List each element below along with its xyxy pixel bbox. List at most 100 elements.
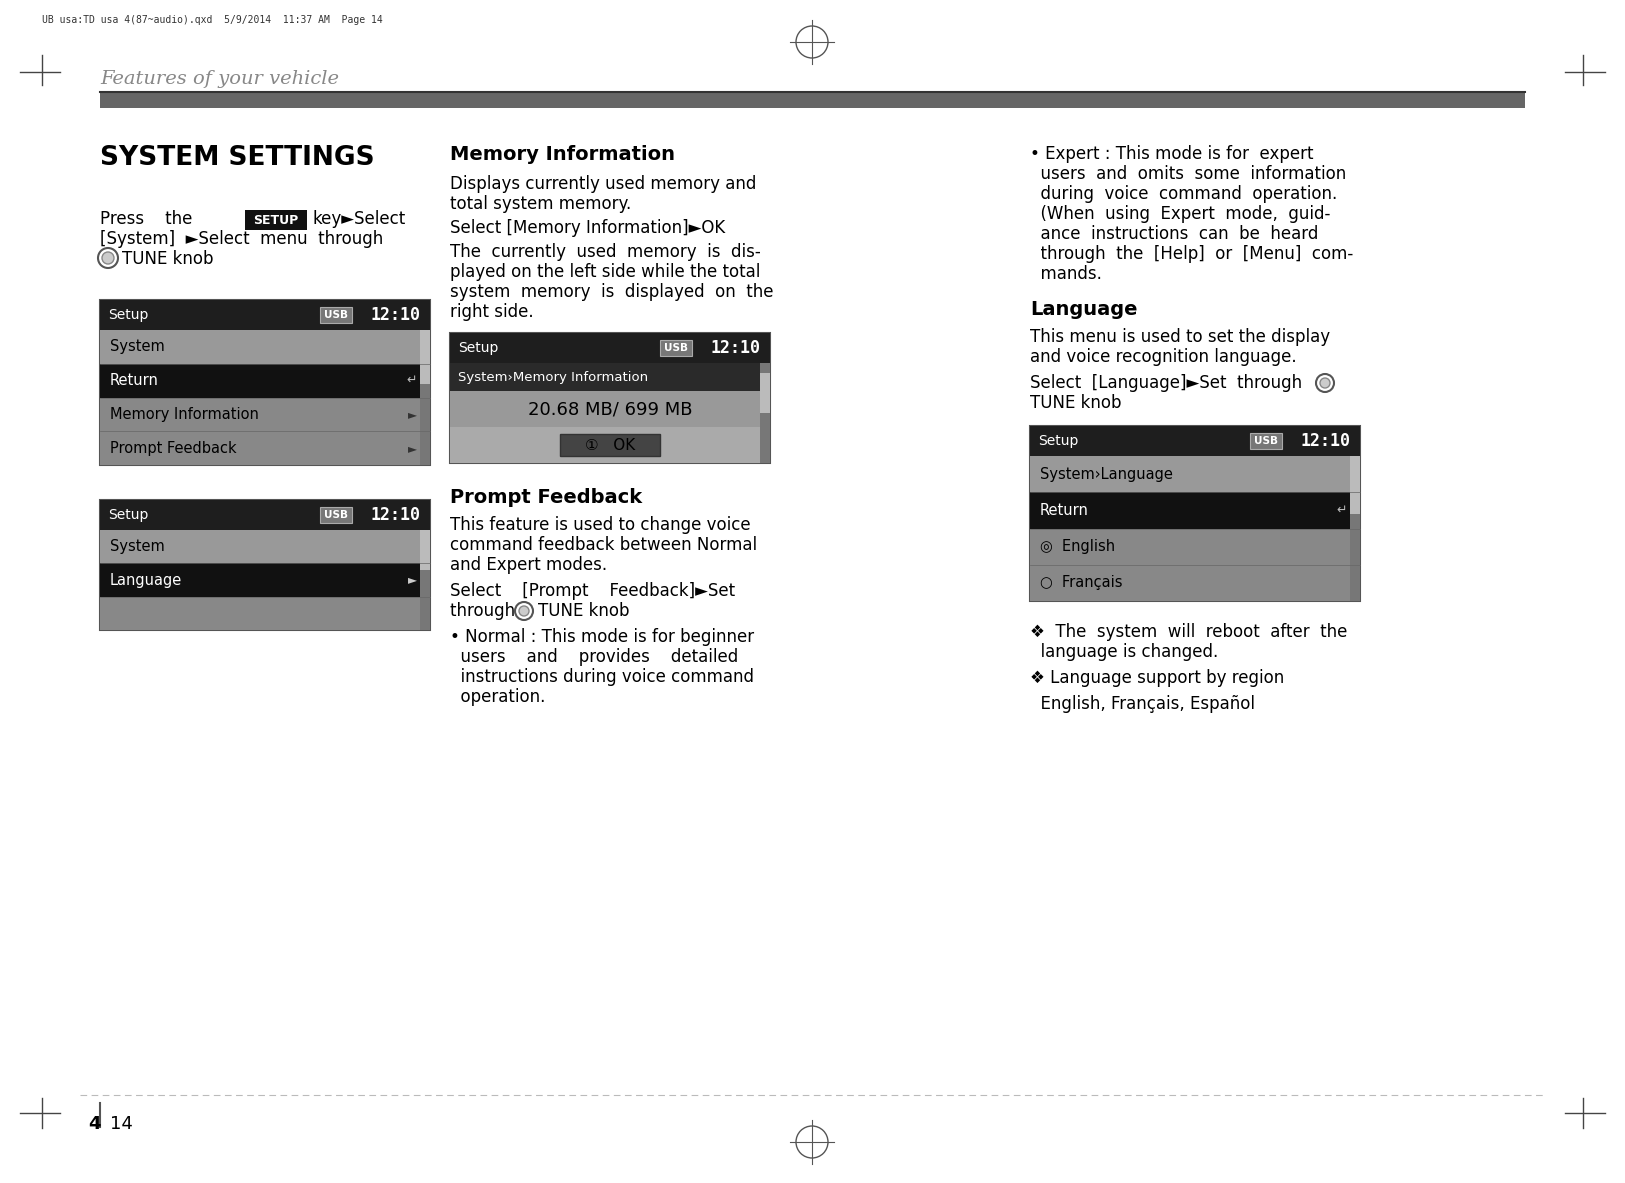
Bar (320, 508, 353, 523)
Bar (101, 92, 1524, 108)
Text: Setup: Setup (458, 341, 499, 355)
Text: played on the left side while the total: played on the left side while the total (450, 263, 760, 282)
Circle shape (102, 252, 114, 264)
Bar (101, 596, 431, 631)
Text: 12:10: 12:10 (370, 306, 419, 324)
Text: ance  instructions  can  be  heard: ance instructions can be heard (1030, 225, 1318, 243)
Text: SYSTEM SETTINGS: SYSTEM SETTINGS (101, 146, 375, 172)
Text: users  and  omits  some  information: users and omits some information (1030, 164, 1346, 183)
Text: • Normal : This mode is for beginner: • Normal : This mode is for beginner (450, 628, 754, 646)
Text: Press    the: Press the (101, 211, 192, 228)
Bar (101, 397, 431, 432)
Text: right side.: right side. (450, 303, 533, 321)
Text: USB: USB (1254, 437, 1277, 446)
Text: through: through (450, 602, 520, 620)
Text: Select [Memory Information]►OK: Select [Memory Information]►OK (450, 219, 725, 237)
Text: Select    [Prompt    Feedback]►Set: Select [Prompt Feedback]►Set (450, 582, 734, 600)
Bar (419, 530, 431, 631)
Bar (1030, 426, 1360, 601)
Text: UB usa:TD usa 4(87~audio).qxd  5/9/2014  11:37 AM  Page 14: UB usa:TD usa 4(87~audio).qxd 5/9/2014 1… (42, 15, 384, 25)
Bar (1030, 529, 1360, 564)
Text: Select  [Language]►Set  through: Select [Language]►Set through (1030, 374, 1313, 392)
Text: 12:10: 12:10 (370, 506, 419, 524)
Text: USB: USB (323, 310, 348, 319)
Bar (660, 340, 692, 356)
Text: Setup: Setup (107, 308, 148, 322)
Text: 4: 4 (88, 1116, 101, 1133)
Bar (101, 300, 431, 465)
Bar (450, 392, 770, 427)
Text: Memory Information: Memory Information (111, 407, 258, 422)
Text: 14: 14 (111, 1116, 133, 1133)
Text: Setup: Setup (1038, 434, 1079, 448)
Text: This menu is used to set the display: This menu is used to set the display (1030, 328, 1331, 345)
Bar (1030, 426, 1360, 455)
Text: System›Memory Information: System›Memory Information (458, 370, 648, 383)
Bar (419, 330, 431, 465)
Text: during  voice  command  operation.: during voice command operation. (1030, 185, 1337, 203)
Bar (1030, 564, 1360, 601)
Text: ①   OK: ① OK (585, 438, 635, 453)
Bar (101, 530, 431, 563)
Text: SETUP: SETUP (254, 213, 299, 226)
Text: ►: ► (408, 574, 416, 587)
Text: users    and    provides    detailed: users and provides detailed (450, 648, 738, 666)
Text: Setup: Setup (107, 508, 148, 522)
Text: ↵: ↵ (1337, 504, 1347, 517)
Text: system  memory  is  displayed  on  the: system memory is displayed on the (450, 283, 774, 300)
Text: ↵: ↵ (406, 374, 418, 387)
Text: (When  using  Expert  mode,  guid-: (When using Expert mode, guid- (1030, 205, 1331, 224)
Text: ►: ► (408, 441, 416, 454)
Text: total system memory.: total system memory. (450, 195, 630, 213)
Circle shape (518, 606, 530, 616)
Text: USB: USB (323, 510, 348, 521)
Bar (101, 300, 431, 330)
Bar (101, 432, 431, 465)
Text: Language: Language (111, 573, 182, 588)
Text: • Expert : This mode is for  expert: • Expert : This mode is for expert (1030, 146, 1313, 163)
Text: operation.: operation. (450, 689, 546, 706)
Text: This feature is used to change voice: This feature is used to change voice (450, 516, 751, 534)
Text: The  currently  used  memory  is  dis-: The currently used memory is dis- (450, 243, 760, 261)
Text: TUNE knob: TUNE knob (1030, 394, 1121, 412)
Bar (1350, 455, 1360, 601)
Text: English, Français, Español: English, Français, Español (1030, 694, 1254, 713)
Bar (419, 530, 431, 570)
Text: TUNE knob: TUNE knob (122, 250, 213, 269)
Text: Features of your vehicle: Features of your vehicle (101, 70, 340, 88)
Text: Prompt Feedback: Prompt Feedback (450, 489, 642, 508)
Text: Prompt Feedback: Prompt Feedback (111, 440, 237, 455)
Text: mands.: mands. (1030, 265, 1102, 283)
Text: key►Select: key►Select (314, 211, 406, 228)
Bar (101, 330, 431, 363)
Text: [System]  ►Select  menu  through: [System] ►Select menu through (101, 230, 384, 248)
Text: Memory Information: Memory Information (450, 146, 674, 164)
Bar (1350, 455, 1360, 513)
Circle shape (1320, 379, 1329, 388)
Text: 20.68 MB/ 699 MB: 20.68 MB/ 699 MB (528, 400, 692, 418)
Bar (245, 211, 307, 230)
Bar (450, 427, 770, 463)
Text: ○  Français: ○ Français (1040, 575, 1123, 590)
Bar (450, 363, 770, 392)
Bar (450, 332, 770, 363)
Text: and voice recognition language.: and voice recognition language. (1030, 348, 1297, 366)
Bar (760, 363, 770, 463)
Bar (101, 563, 431, 596)
Text: and Expert modes.: and Expert modes. (450, 556, 608, 574)
Text: Return: Return (111, 373, 159, 388)
Bar (450, 332, 770, 463)
Text: ❖ Language support by region: ❖ Language support by region (1030, 670, 1284, 687)
Bar (1030, 455, 1360, 492)
Bar (101, 363, 431, 397)
Text: 12:10: 12:10 (1300, 432, 1350, 450)
Text: System: System (111, 340, 164, 355)
Bar (101, 500, 431, 631)
Bar (1030, 492, 1360, 529)
Text: TUNE knob: TUNE knob (538, 602, 629, 620)
Bar (419, 330, 431, 384)
Text: through  the  [Help]  or  [Menu]  com-: through the [Help] or [Menu] com- (1030, 245, 1354, 263)
Text: ◎  English: ◎ English (1040, 539, 1115, 554)
Bar (320, 308, 353, 323)
Bar (760, 373, 770, 413)
